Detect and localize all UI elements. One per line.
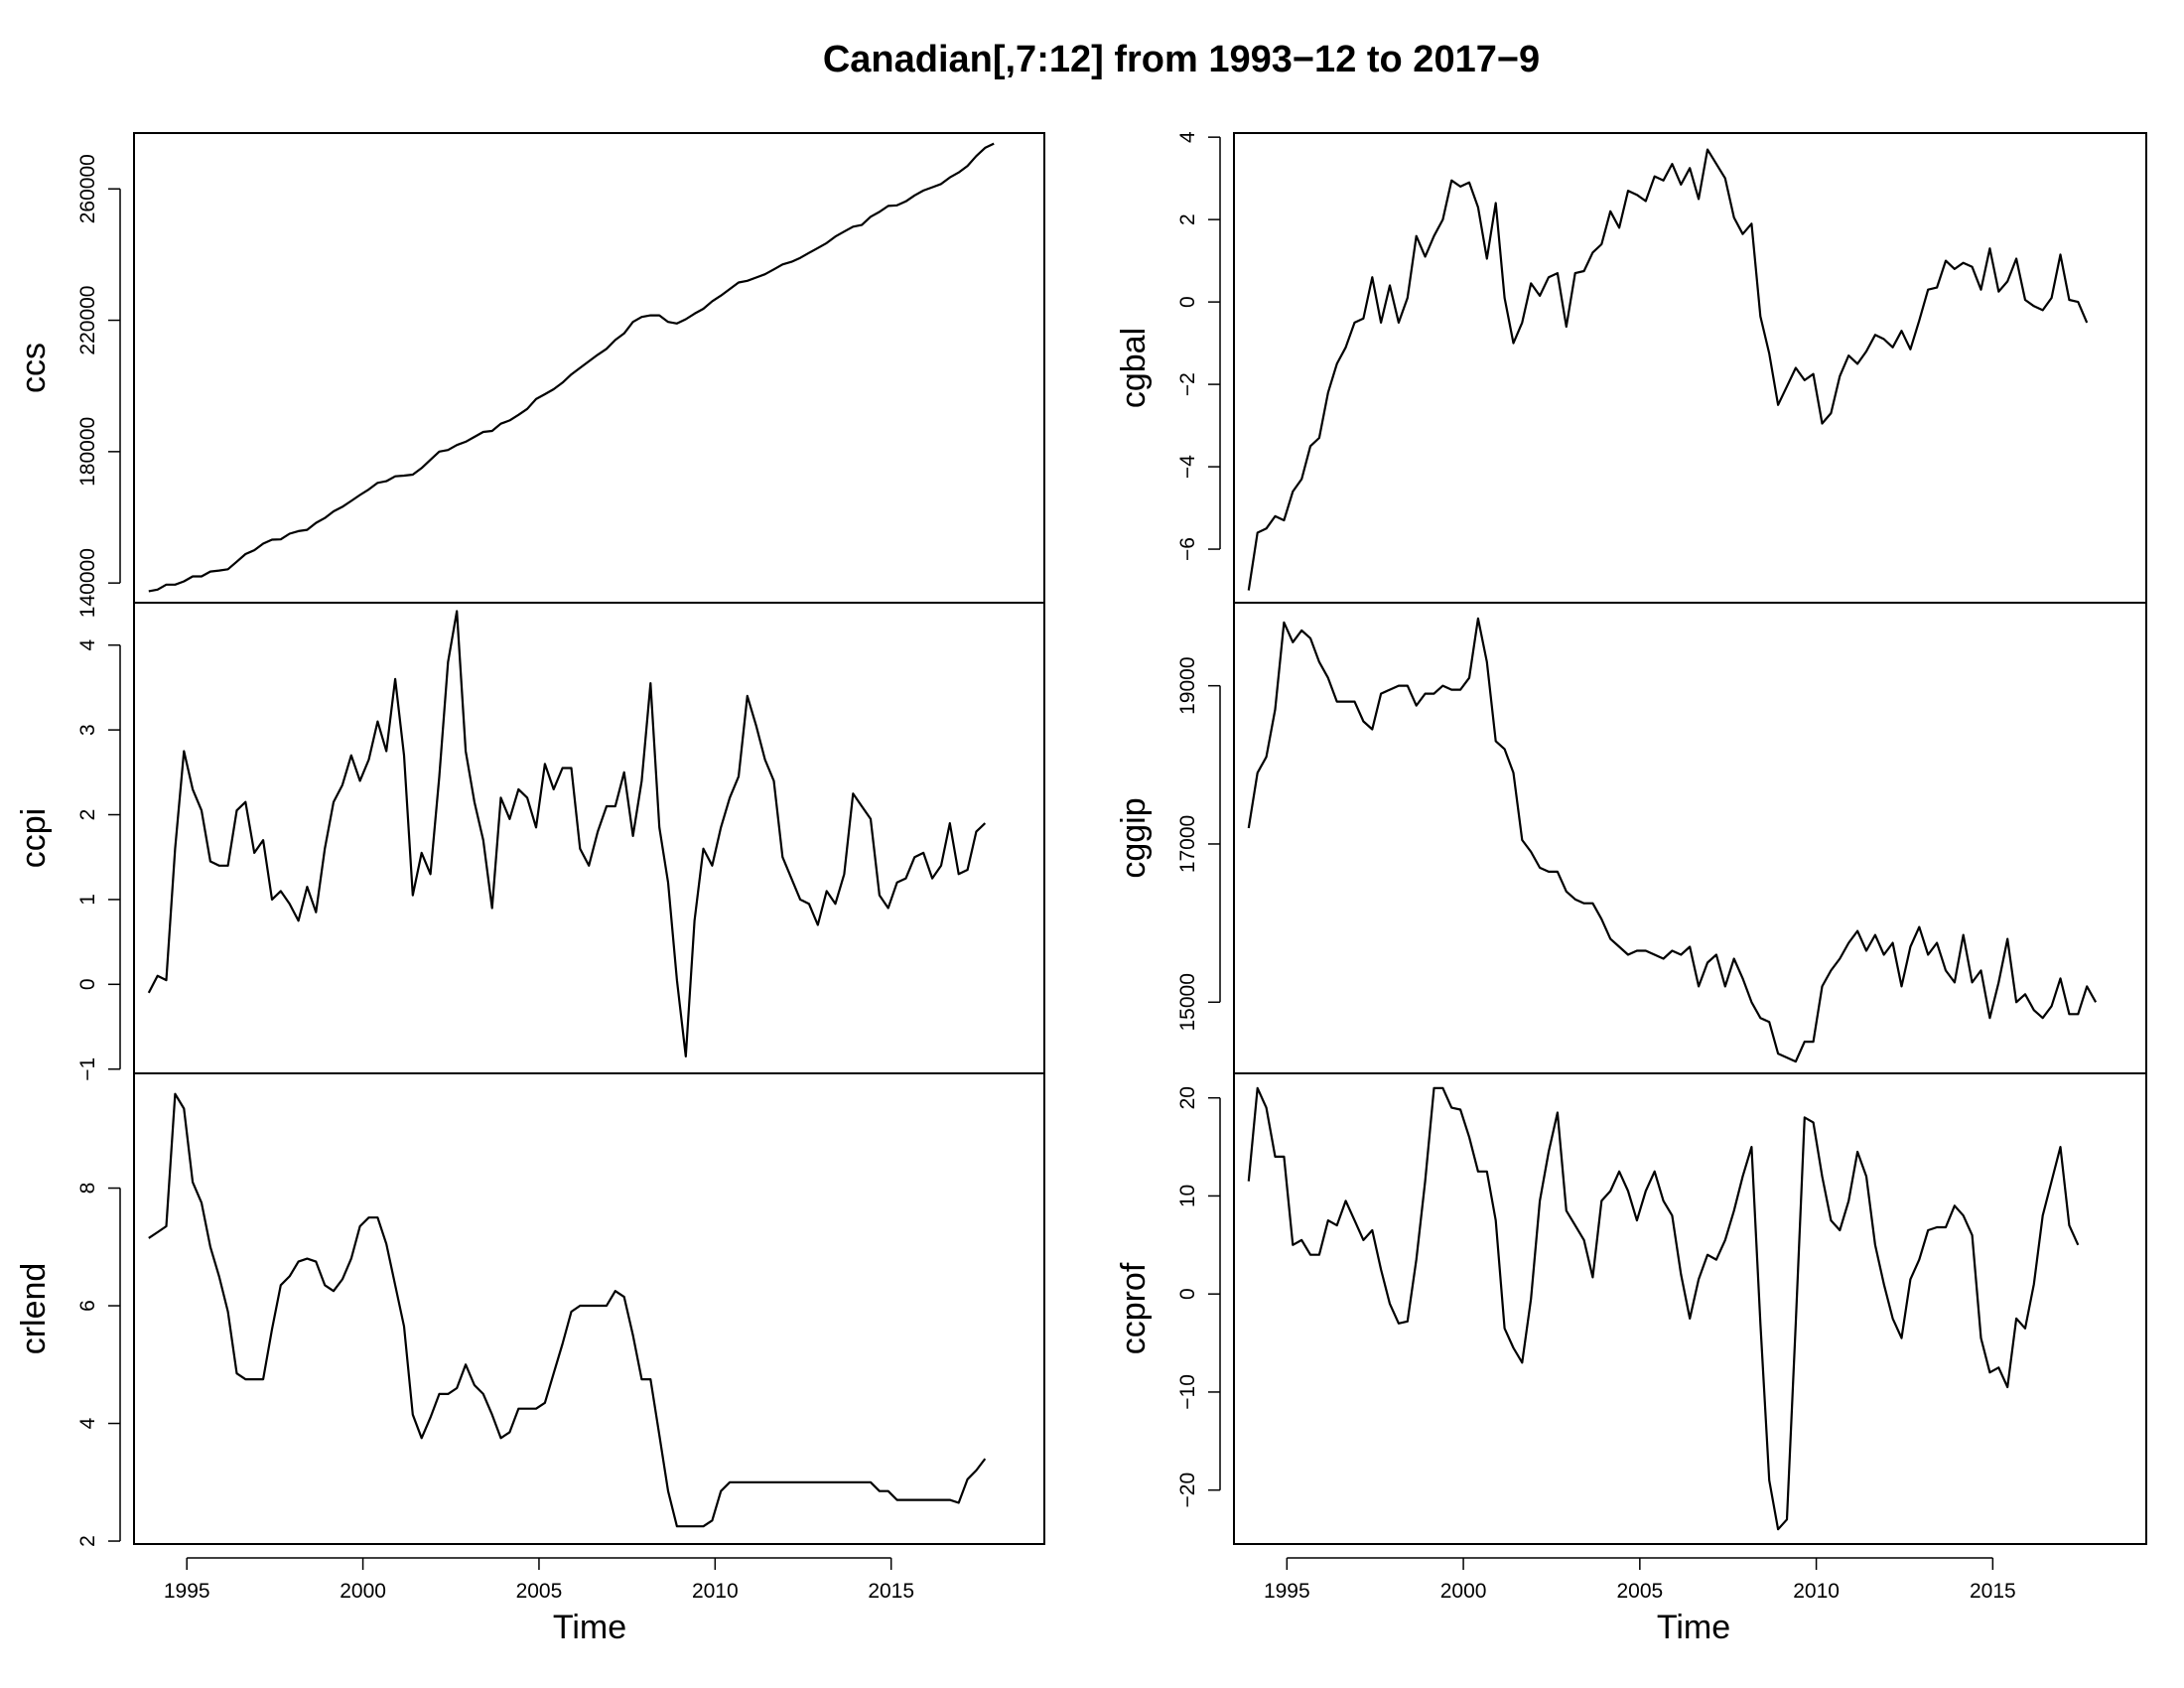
y-axis-label-cgbal: cgbal bbox=[1115, 328, 1153, 408]
y-tick-label-ccs: 180000 bbox=[76, 417, 99, 487]
y-tick-label-crlend: 8 bbox=[76, 1183, 99, 1195]
y-tick-label-cgbal: 4 bbox=[1176, 131, 1199, 143]
panel-frame-crlend bbox=[133, 1072, 1045, 1545]
y-axis-label-cggip: cggip bbox=[1115, 797, 1153, 878]
x-tick-label-left: 2015 bbox=[868, 1580, 914, 1603]
y-tick-label-ccprof: −10 bbox=[1176, 1374, 1199, 1410]
x-tick-label-right: 2015 bbox=[1970, 1580, 2016, 1603]
y-tick-label-ccs: 260000 bbox=[76, 154, 99, 223]
panel-cggip: 15000 17000 19000 cggip bbox=[1115, 602, 2147, 1074]
x-axis-label-right: Time bbox=[1657, 1609, 1730, 1646]
x-tick-label-right: 2000 bbox=[1440, 1580, 1487, 1603]
series-line-ccpi bbox=[147, 610, 987, 1058]
y-tick-label-ccpi: 4 bbox=[76, 639, 99, 651]
chart-title: Canadian[,7:12] from 1993−12 to 2017−9 bbox=[823, 39, 1540, 80]
series-line-cgbal bbox=[1247, 148, 2089, 591]
series-line-crlend bbox=[148, 1092, 987, 1528]
y-tick-label-cgbal: −4 bbox=[1176, 455, 1199, 479]
y-axis-label-ccpi: ccpi bbox=[15, 808, 53, 868]
y-tick-label-cggip: 15000 bbox=[1176, 973, 1199, 1031]
y-tick-label-cgbal: 2 bbox=[1176, 213, 1199, 225]
y-tick-label-ccprof: 0 bbox=[1176, 1288, 1199, 1300]
series-line-cggip bbox=[1247, 617, 2098, 1063]
y-tick-label-ccprof: −20 bbox=[1176, 1473, 1199, 1508]
x-tick-label-left: 2010 bbox=[692, 1580, 739, 1603]
panels-layer: 140000180000220000260000ccs−101234ccpi24… bbox=[15, 131, 2147, 1603]
x-tick-label-left: 2005 bbox=[516, 1580, 563, 1603]
x-tick-label-left: 2000 bbox=[340, 1580, 386, 1603]
y-tick-label-ccprof: 20 bbox=[1176, 1086, 1199, 1109]
series-line-ccs bbox=[148, 142, 995, 593]
y-tick-label-cggip: 17000 bbox=[1176, 815, 1199, 873]
y-tick-label-cgbal: −2 bbox=[1176, 372, 1199, 396]
x-tick-label-right: 2005 bbox=[1616, 1580, 1663, 1603]
x-tick-label-right: 1995 bbox=[1264, 1580, 1310, 1603]
panel-cgbal: −6 −4 −2 0 2 4 cgbal bbox=[1115, 131, 2147, 604]
y-tick-label-ccpi: 0 bbox=[76, 978, 99, 990]
y-tick-label-ccpi: 3 bbox=[76, 724, 99, 736]
y-tick-label-cgbal: 0 bbox=[1176, 296, 1199, 308]
panel-crlend: 2 4 6 8 crlend bbox=[15, 1072, 1045, 1547]
y-axis-label-ccprof: ccprof bbox=[1115, 1262, 1153, 1354]
y-axis-label-ccs: ccs bbox=[15, 343, 53, 393]
y-tick-label-ccpi: −1 bbox=[76, 1057, 99, 1081]
x-axis-left: 1995 2000 2005 2010 2015 bbox=[164, 1557, 914, 1603]
y-tick-label-crlend: 4 bbox=[76, 1417, 99, 1429]
y-tick-label-crlend: 6 bbox=[76, 1300, 99, 1312]
x-tick-label-left: 1995 bbox=[164, 1580, 210, 1603]
panel-frame-ccprof bbox=[1233, 1072, 2147, 1545]
y-tick-label-crlend: 2 bbox=[76, 1535, 99, 1547]
y-tick-label-cgbal: −6 bbox=[1176, 537, 1199, 561]
y-tick-label-ccs: 220000 bbox=[76, 285, 99, 354]
x-axis-label-left: Time bbox=[553, 1609, 626, 1646]
panel-ccprof: −20 −10 0 10 20 ccprof bbox=[1115, 1072, 2147, 1545]
x-tick-label-right: 2010 bbox=[1793, 1580, 1840, 1603]
y-tick-label-ccpi: 2 bbox=[76, 809, 99, 821]
x-axis-right: 1995 2000 2005 2010 2015 bbox=[1264, 1557, 2016, 1603]
y-tick-label-ccprof: 10 bbox=[1176, 1185, 1199, 1207]
y-axis-label-crlend: crlend bbox=[15, 1263, 53, 1355]
series-line-ccprof bbox=[1247, 1086, 2080, 1531]
y-tick-label-ccpi: 1 bbox=[76, 894, 99, 906]
y-tick-label-ccs: 140000 bbox=[76, 548, 99, 618]
y-tick-label-cggip: 19000 bbox=[1176, 656, 1199, 714]
